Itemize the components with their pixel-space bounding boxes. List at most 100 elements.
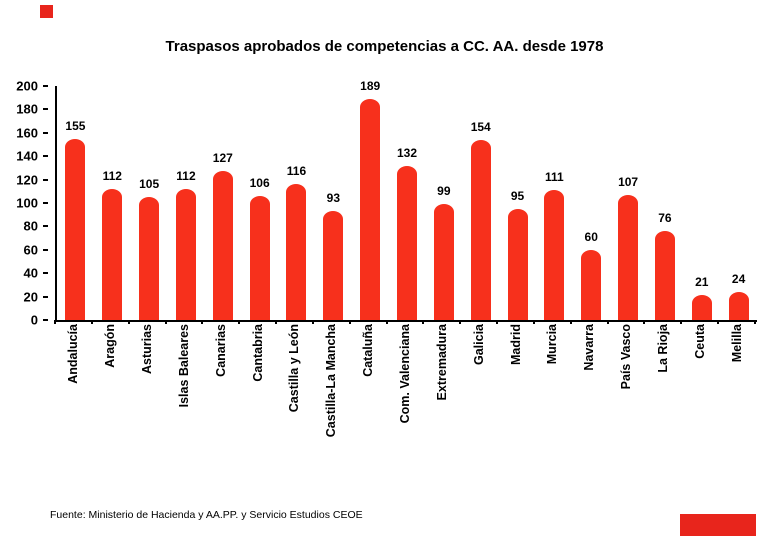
- x-label-cell: Ceuta: [681, 324, 718, 484]
- x-category-label: Andalucía: [66, 324, 81, 384]
- x-label-cell: Navarra: [571, 324, 608, 484]
- y-tick-label: 180: [16, 101, 38, 117]
- bar: [581, 249, 602, 320]
- bar: [323, 211, 344, 320]
- x-category-label: País Vasco: [619, 324, 634, 390]
- bar-value-label: 154: [470, 119, 491, 134]
- bar-value-label: 24: [731, 271, 746, 286]
- bar: [618, 194, 639, 320]
- x-category-label: Cataluña: [361, 324, 376, 377]
- x-category-label: Asturias: [140, 324, 155, 375]
- x-tick-mark: [496, 320, 499, 324]
- x-category-label: Ceuta: [692, 324, 707, 359]
- bar-column-14: 111: [536, 86, 573, 320]
- x-tick-mark: [422, 320, 425, 324]
- y-tick-mark: [43, 225, 48, 228]
- y-axis: 0 20 40 60 80 100 120 140 160 180 200: [0, 80, 48, 327]
- x-category-label: Castilla-La Mancha: [324, 324, 339, 438]
- y-tick-label: 0: [30, 312, 38, 328]
- x-label-cell: Melilla: [718, 324, 755, 484]
- bar-value-label: 76: [658, 211, 672, 226]
- bar: [507, 208, 528, 320]
- x-tick-mark: [459, 320, 462, 324]
- bar: [654, 231, 675, 320]
- y-tick-label: 200: [16, 78, 38, 94]
- bar-value-label: 93: [326, 191, 340, 206]
- bar-value-label: 99: [437, 184, 451, 199]
- x-tick-mark: [164, 320, 167, 324]
- x-tick-mark: [348, 320, 351, 324]
- y-tick-label: 140: [16, 148, 38, 164]
- y-tick-mark: [43, 248, 48, 251]
- x-tick-mark: [532, 320, 535, 324]
- x-tick-mark: [569, 320, 572, 324]
- y-tick-label: 120: [16, 172, 38, 188]
- y-tick-label: 80: [23, 218, 38, 234]
- x-tick-mark: [275, 320, 278, 324]
- x-label-cell: Extremadura: [423, 324, 460, 484]
- x-tick-mark: [201, 320, 204, 324]
- x-category-label: La Rioja: [655, 324, 670, 373]
- x-category-label: Madrid: [508, 324, 523, 365]
- x-tick-mark: [90, 320, 93, 324]
- bar: [691, 295, 712, 320]
- bar: [360, 98, 381, 320]
- x-tick-mark: [606, 320, 609, 324]
- bar-value-label: 112: [102, 168, 122, 183]
- x-axis-labels: Andalucía Aragón Asturias Islas Baleares Can…: [54, 320, 756, 484]
- x-label-cell: Andalucía: [55, 324, 92, 484]
- bar: [544, 190, 565, 320]
- bar-column-18: 21: [683, 86, 720, 320]
- x-category-label: Murcia: [545, 324, 560, 365]
- x-category-label: Canarias: [213, 324, 228, 377]
- plot-area: 155 112 105 112 127 106 116 93 189 132 99 154 95 111 6…: [55, 79, 757, 322]
- bar-column-6: 106: [241, 86, 278, 320]
- bar: [286, 184, 307, 320]
- x-category-label: Melilla: [729, 324, 744, 363]
- y-tick-mark: [43, 272, 48, 275]
- bar-column-7: 116: [278, 86, 315, 320]
- bar-column-1: 155: [57, 86, 94, 320]
- x-label-cell: Castilla-La Mancha: [313, 324, 350, 484]
- chart-title: Traspasos aprobados de competencias a CC…: [165, 38, 604, 55]
- x-category-label: Extremadura: [434, 324, 449, 401]
- x-category-label: Cantabria: [250, 324, 265, 382]
- x-category-label: Navarra: [582, 324, 597, 371]
- y-tick-label: 160: [16, 125, 38, 141]
- bar-value-label: 189: [360, 78, 381, 93]
- y-tick-mark: [43, 85, 48, 87]
- y-tick-mark: [43, 155, 48, 158]
- bar: [102, 188, 123, 320]
- corner-logo-square: [40, 5, 53, 18]
- x-tick-mark: [54, 320, 56, 324]
- x-category-label: Aragón: [103, 324, 118, 368]
- x-tick-mark: [385, 320, 388, 324]
- bar-value-label: 127: [212, 151, 233, 166]
- brand-block: [680, 514, 756, 536]
- bar-column-19: 24: [720, 86, 757, 320]
- x-label-cell: Galicia: [460, 324, 497, 484]
- bar-value-label: 95: [510, 188, 525, 203]
- y-tick-mark: [43, 319, 48, 321]
- x-label-cell: Com. Valenciana: [387, 324, 424, 484]
- x-label-cell: Cataluña: [350, 324, 387, 484]
- bar-value-label: 132: [397, 145, 418, 160]
- bar-column-8: 93: [315, 86, 352, 320]
- bar-column-17: 76: [647, 86, 684, 320]
- y-tick-mark: [43, 202, 48, 204]
- bar-column-3: 105: [131, 86, 168, 320]
- bar-value-label: 21: [695, 275, 709, 290]
- bar-value-label: 106: [249, 175, 270, 190]
- x-label-cell: Castilla y León: [276, 324, 313, 484]
- x-label-cell: Aragón: [92, 324, 129, 484]
- bar: [175, 188, 196, 320]
- y-tick-label: 40: [23, 265, 38, 281]
- bar-column-15: 60: [573, 86, 610, 320]
- x-tick-mark: [717, 320, 720, 324]
- bar-column-12: 154: [462, 86, 499, 320]
- bar-column-9: 189: [352, 79, 389, 320]
- x-category-label: Islas Baleares: [176, 324, 191, 408]
- bar: [470, 139, 491, 320]
- bar-value-label: 155: [65, 118, 86, 133]
- bar: [249, 195, 270, 320]
